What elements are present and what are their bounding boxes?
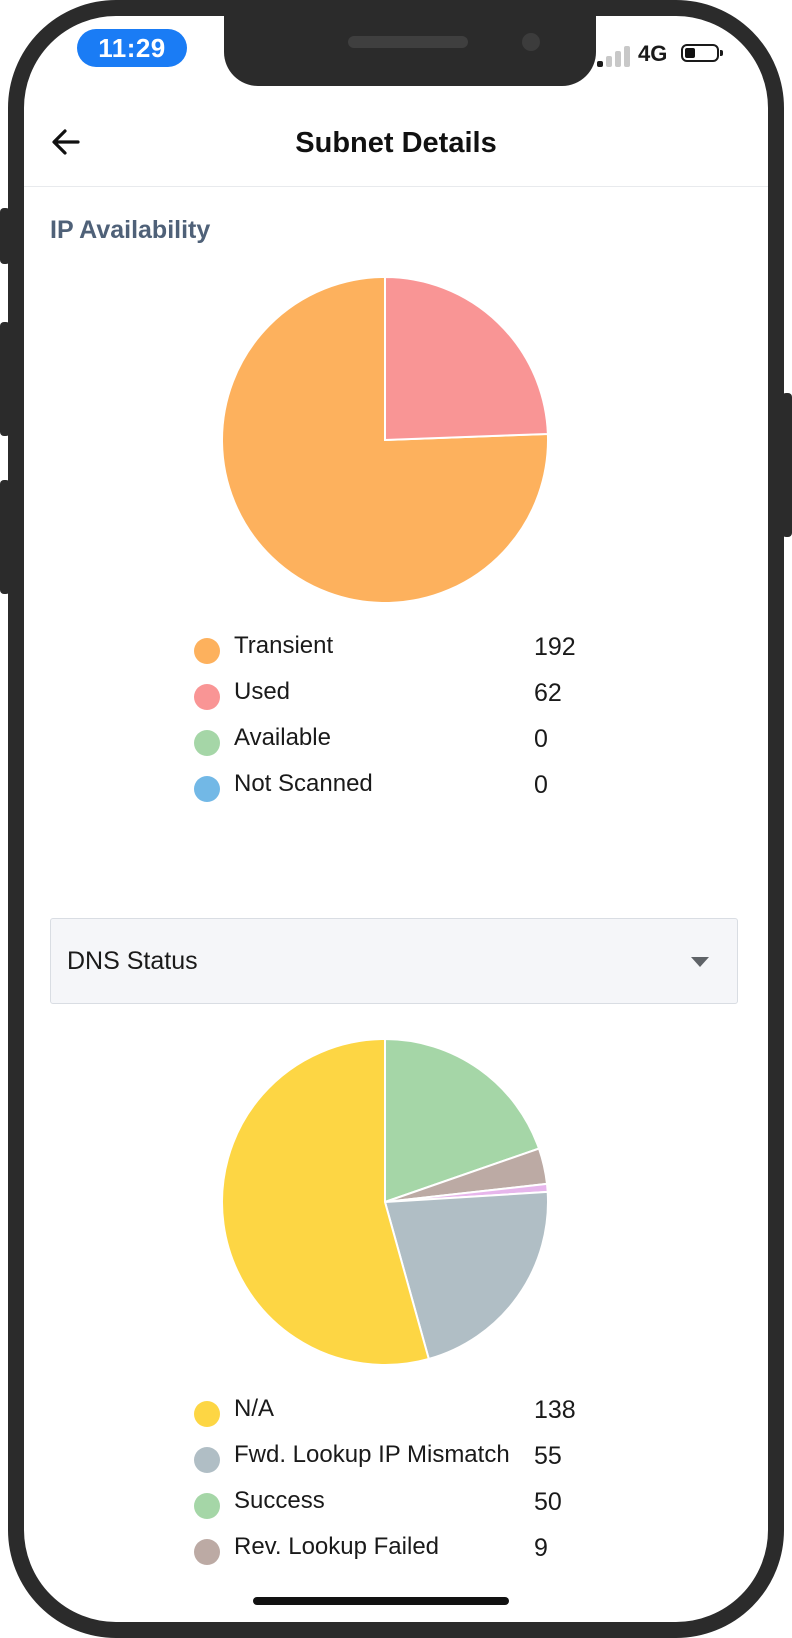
battery-icon	[681, 44, 723, 62]
legend-value: 50	[534, 1488, 562, 1516]
legend-dot	[194, 1401, 220, 1427]
top-app-bar: Subnet Details	[24, 96, 768, 187]
legend-dot	[194, 730, 220, 756]
status-time: 11:29	[77, 29, 187, 67]
legend-item-success: Success 50	[194, 1484, 614, 1530]
legend-item-transient: Transient 192	[194, 629, 614, 675]
legend-label: Transient	[234, 632, 334, 659]
volume-down-button	[0, 480, 10, 594]
legend-value: 0	[534, 771, 548, 799]
legend-label: Not Scanned	[234, 770, 373, 797]
legend-dot	[194, 1447, 220, 1473]
caret-down-icon	[691, 957, 709, 967]
ip-availability-legend: Transient 192 Used 62 Available 0 Not Sc…	[194, 629, 614, 813]
legend-label: Fwd. Lookup IP Mismatch	[234, 1441, 510, 1468]
device-notch	[224, 16, 596, 86]
legend-value: 192	[534, 633, 576, 661]
legend-value: 62	[534, 679, 562, 707]
app-screen: 11:29 4G Subnet Details IP Availability	[24, 16, 768, 1622]
dns-status-pie-chart	[221, 1037, 549, 1366]
legend-item-rev-lookup-failed: Rev. Lookup Failed 9	[194, 1530, 614, 1576]
legend-dot	[194, 684, 220, 710]
signal-icon	[597, 43, 637, 67]
legend-value: 0	[534, 725, 548, 753]
legend-label: Success	[234, 1487, 325, 1514]
volume-up-button	[0, 322, 10, 436]
network-type: 4G	[638, 41, 668, 66]
legend-label: Available	[234, 724, 331, 751]
pie-slice-used	[384, 275, 549, 442]
legend-value: 55	[534, 1442, 562, 1470]
legend-dot	[194, 638, 220, 664]
home-indicator[interactable]	[253, 1597, 509, 1605]
section-title-ip-availability: IP Availability	[50, 216, 211, 244]
legend-value: 9	[534, 1534, 548, 1562]
camera-icon	[522, 33, 540, 51]
legend-dot	[194, 1539, 220, 1565]
legend-label: Used	[234, 678, 291, 705]
legend-label: N/A	[234, 1395, 275, 1422]
power-button	[782, 393, 792, 537]
legend-item-na: N/A 138	[194, 1392, 614, 1438]
ip-availability-pie-chart	[221, 275, 549, 604]
legend-item-fwd-lookup-ip-mismatch: Fwd. Lookup IP Mismatch 55	[194, 1438, 614, 1484]
dropdown-selected-value: DNS Status	[67, 947, 198, 975]
dns-status-dropdown[interactable]: DNS Status	[50, 918, 738, 1004]
back-button[interactable]	[48, 122, 88, 162]
mute-switch	[0, 208, 10, 264]
legend-value: 138	[534, 1396, 576, 1424]
page-title: Subnet Details	[295, 127, 497, 159]
legend-dot	[194, 776, 220, 802]
pie-slice-n-a	[221, 1037, 431, 1366]
arrow-left-icon	[52, 129, 80, 155]
pie-slice-fwd-lookup-ip-mismatch	[383, 1190, 549, 1361]
legend-dot	[194, 1493, 220, 1519]
dns-status-legend: N/A 138 Fwd. Lookup IP Mismatch 55 Succe…	[194, 1392, 614, 1576]
legend-item-used: Used 62	[194, 675, 614, 721]
legend-item-not-scanned: Not Scanned 0	[194, 767, 614, 813]
speaker-grille	[348, 36, 468, 48]
legend-item-available: Available 0	[194, 721, 614, 767]
legend-label: Rev. Lookup Failed	[234, 1533, 440, 1560]
